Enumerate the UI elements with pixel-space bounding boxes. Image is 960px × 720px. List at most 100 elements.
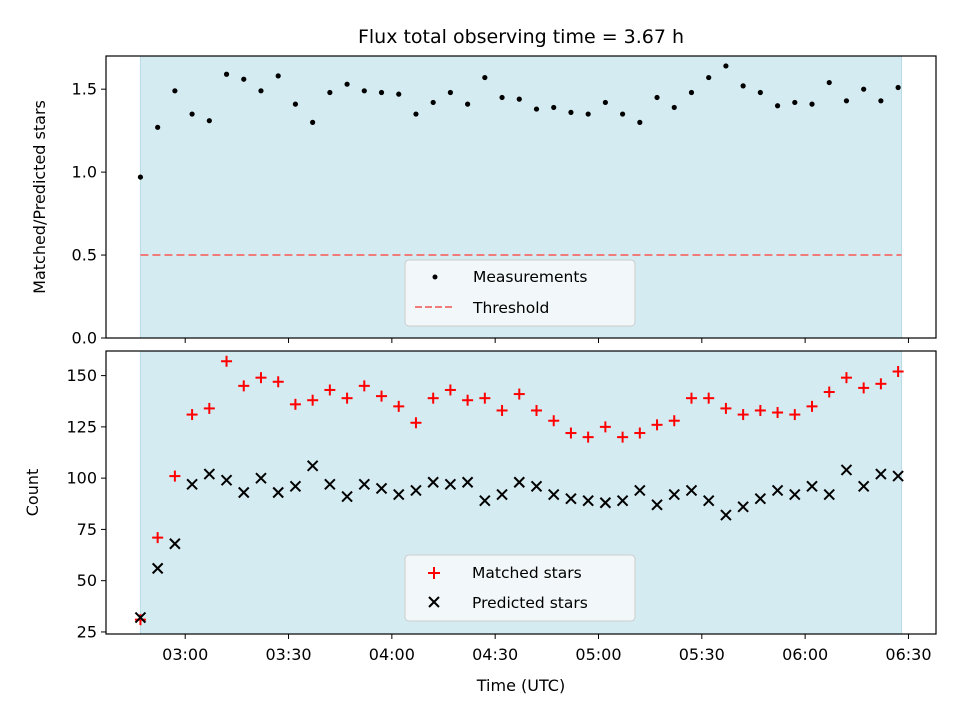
measurement-point <box>757 89 763 96</box>
predicted-star-point <box>685 484 698 497</box>
measurement-point <box>482 74 488 81</box>
predicted-star-point <box>737 501 749 513</box>
top-y-axis-label: Matched/Predicted stars <box>30 100 49 294</box>
predicted-star-point <box>255 472 267 484</box>
x-tick-label: 03:00 <box>162 645 208 664</box>
x-tick-label: 03:30 <box>265 645 311 664</box>
matched-star-point <box>203 402 215 414</box>
measurement-point <box>499 94 505 101</box>
matched-star-point <box>806 400 818 412</box>
matched-star-point <box>221 355 233 367</box>
matched-star-point <box>289 398 301 410</box>
predicted-star-point <box>582 494 594 507</box>
matched-star-point <box>186 409 198 421</box>
matched-star-point <box>703 392 715 404</box>
predicted-star-point <box>548 488 560 501</box>
legend-measurements-label: Measurements <box>473 268 588 286</box>
matched-star-point <box>548 415 560 427</box>
matched-star-point <box>754 404 766 416</box>
matched-star-point <box>427 392 439 404</box>
measurement-point <box>516 96 522 102</box>
measurement-point <box>361 88 367 94</box>
measurement-point <box>551 104 557 111</box>
measurement-point <box>826 79 832 86</box>
measurement-point <box>327 89 333 96</box>
predicted-star-point <box>289 480 302 493</box>
x-tick-label: 06:00 <box>782 645 828 664</box>
legend-matched-marker <box>428 567 440 579</box>
matched-star-point <box>875 378 887 390</box>
y-tick-label: 150 <box>66 366 97 385</box>
predicted-star-point <box>892 470 904 482</box>
measurement-point <box>155 124 161 130</box>
predicted-star-point <box>306 460 319 472</box>
x-tick-label: 05:00 <box>575 645 621 664</box>
measurement-point <box>137 174 144 180</box>
bottom-y-axis-label: Count <box>23 469 42 517</box>
predicted-star-point <box>272 486 284 499</box>
matched-star-point <box>410 417 422 429</box>
predicted-star-point <box>238 486 250 499</box>
y-tick-label: 50 <box>77 571 97 590</box>
predicted-star-point <box>203 468 216 480</box>
predicted-star-point <box>375 482 388 495</box>
predicted-star-point <box>616 494 629 507</box>
measurement-point <box>344 81 350 87</box>
matched-star-point <box>565 427 577 439</box>
measurement-point <box>465 101 471 107</box>
predicted-star-point <box>341 490 353 503</box>
bottom-axes-frame <box>105 350 937 635</box>
measurement-point <box>413 111 419 117</box>
y-tick-label: 25 <box>77 622 97 641</box>
matched-star-point <box>152 532 164 544</box>
predicted-star-point <box>702 494 715 507</box>
matched-star-point <box>823 386 835 398</box>
x-tick-label: 04:00 <box>369 645 415 664</box>
predicted-star-point <box>513 476 525 488</box>
matched-star-point <box>393 400 405 412</box>
matched-star-point <box>772 407 784 419</box>
matched-star-point <box>358 380 370 392</box>
measurement-point <box>447 89 453 96</box>
measurement-point <box>258 88 264 94</box>
bottom-legend-box <box>404 554 636 622</box>
matched-star-point <box>169 470 181 482</box>
measurement-point <box>568 109 574 115</box>
top-x-ticks <box>184 338 909 343</box>
predicted-star-point <box>169 538 181 550</box>
predicted-star-point <box>857 480 870 493</box>
measurement-point <box>740 83 746 89</box>
predicted-star-point <box>823 488 835 501</box>
predicted-star-point <box>479 494 491 507</box>
predicted-star-point <box>840 464 853 476</box>
bottom-panel: 25 50 75 100 125 150 03:00 03:30 04:00 04:30 05:0… <box>23 350 937 664</box>
y-tick-label: 75 <box>77 520 97 539</box>
predicted-star-point <box>651 499 663 511</box>
legend-predicted-marker <box>428 596 440 608</box>
predicted-star-point <box>806 480 818 493</box>
top-y-ticks: 0.0 0.5 1.0 1.5 <box>72 80 106 348</box>
measurement-point <box>310 119 316 125</box>
measurement-point <box>241 76 247 82</box>
predicted-star-point <box>771 484 784 497</box>
predicted-star-point <box>875 468 887 480</box>
matched-star-point <box>496 404 508 416</box>
x-tick-label: 04:30 <box>472 645 518 664</box>
matched-star-point <box>720 402 732 414</box>
matched-star-point <box>599 421 611 433</box>
measurement-point <box>206 118 212 124</box>
predicted-star-point <box>151 562 164 575</box>
matched-star-point <box>840 372 852 384</box>
matched-star-point <box>789 409 801 421</box>
predicted-star-point <box>134 611 147 624</box>
matched-star-point <box>324 384 336 396</box>
predicted-star-point <box>720 509 732 521</box>
matched-star-point <box>376 390 388 402</box>
predicted-star-point <box>461 476 474 488</box>
top-legend-box <box>404 259 636 327</box>
matched-star-point <box>479 392 491 404</box>
chart-title: Flux total observing time = 3.67 h <box>358 26 684 48</box>
top-axes-frame <box>105 55 937 339</box>
legend-threshold-label: Threshold <box>472 299 549 317</box>
y-tick-label: 1.5 <box>72 80 97 99</box>
